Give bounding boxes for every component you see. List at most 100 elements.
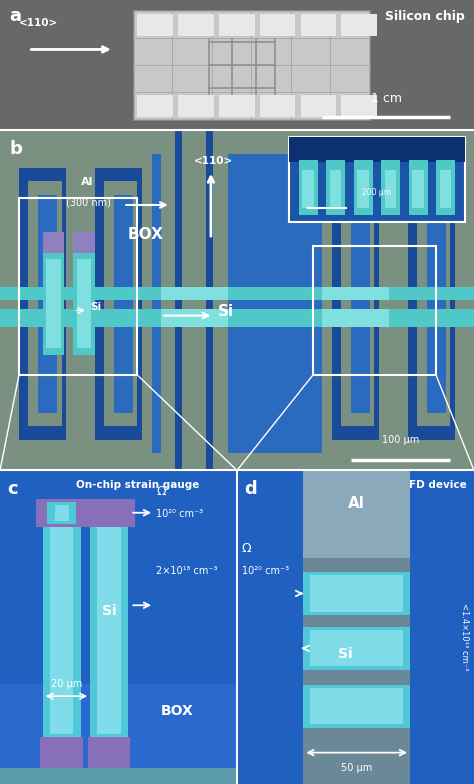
Bar bbox=[301, 14, 336, 36]
Bar bbox=[322, 309, 389, 328]
Text: a: a bbox=[9, 6, 21, 24]
Bar bbox=[332, 168, 379, 440]
Text: BOX: BOX bbox=[161, 704, 194, 718]
Bar bbox=[40, 737, 83, 768]
Bar bbox=[303, 572, 410, 615]
Bar bbox=[417, 181, 450, 426]
Bar bbox=[104, 181, 137, 426]
Bar bbox=[381, 160, 400, 215]
Text: 10²⁰ cm⁻³: 10²⁰ cm⁻³ bbox=[242, 566, 289, 576]
Bar bbox=[178, 95, 214, 117]
Text: 50 μm: 50 μm bbox=[341, 764, 372, 774]
Bar bbox=[114, 194, 133, 412]
Bar bbox=[0, 130, 474, 154]
Bar bbox=[357, 170, 369, 209]
Bar bbox=[436, 160, 455, 215]
Bar bbox=[322, 154, 389, 453]
Bar bbox=[303, 470, 410, 558]
Bar bbox=[88, 737, 130, 768]
Bar bbox=[178, 14, 214, 36]
Text: Al: Al bbox=[348, 496, 365, 511]
Text: <1.4×10¹³ cm⁻³: <1.4×10¹³ cm⁻³ bbox=[460, 603, 469, 670]
Bar bbox=[440, 170, 451, 209]
Text: 200 μm: 200 μm bbox=[362, 188, 392, 197]
Bar bbox=[219, 14, 255, 36]
Text: Si: Si bbox=[337, 647, 352, 661]
Text: <110>: <110> bbox=[19, 18, 58, 28]
Bar bbox=[0, 154, 85, 453]
Bar bbox=[175, 130, 213, 470]
Text: Silicon chip: Silicon chip bbox=[385, 10, 465, 24]
Bar bbox=[341, 14, 377, 36]
Text: On-chip strain gauge: On-chip strain gauge bbox=[76, 480, 199, 490]
Text: Si: Si bbox=[102, 604, 116, 618]
Bar bbox=[326, 160, 345, 215]
Bar bbox=[47, 502, 76, 524]
Bar bbox=[409, 160, 428, 215]
Bar bbox=[303, 685, 410, 728]
Bar bbox=[0, 453, 474, 470]
Text: Ω: Ω bbox=[242, 542, 251, 555]
Bar bbox=[28, 181, 62, 426]
Bar bbox=[310, 630, 403, 666]
Bar bbox=[354, 160, 373, 215]
Bar bbox=[19, 168, 66, 440]
Bar bbox=[330, 170, 341, 209]
Text: 10²⁰ cm⁻³: 10²⁰ cm⁻³ bbox=[156, 510, 203, 520]
Bar bbox=[36, 499, 135, 527]
Text: Al: Al bbox=[81, 176, 93, 187]
Bar bbox=[0, 309, 474, 328]
Bar bbox=[322, 287, 389, 300]
Bar bbox=[43, 232, 64, 252]
Bar bbox=[299, 160, 318, 215]
Bar bbox=[182, 130, 206, 470]
Bar bbox=[408, 168, 455, 440]
Bar bbox=[341, 181, 374, 426]
Bar bbox=[310, 575, 403, 612]
Bar bbox=[19, 198, 137, 375]
Bar bbox=[43, 508, 81, 737]
Bar bbox=[303, 627, 410, 670]
Bar bbox=[0, 684, 237, 784]
Bar bbox=[303, 470, 410, 784]
Text: FD device: FD device bbox=[409, 480, 467, 490]
Bar bbox=[389, 154, 474, 453]
Bar bbox=[137, 14, 173, 36]
Bar bbox=[77, 260, 91, 348]
Bar bbox=[0, 768, 237, 784]
Text: 20 μm: 20 μm bbox=[51, 679, 82, 689]
Bar bbox=[73, 252, 95, 354]
Bar bbox=[412, 170, 424, 209]
Text: Si: Si bbox=[218, 303, 234, 318]
Bar bbox=[341, 95, 377, 117]
Bar bbox=[301, 95, 336, 117]
Bar bbox=[95, 168, 142, 440]
Bar bbox=[73, 232, 95, 252]
Text: c: c bbox=[7, 480, 18, 498]
Bar bbox=[38, 194, 57, 412]
Bar bbox=[85, 154, 152, 453]
Bar bbox=[46, 260, 61, 348]
Text: b: b bbox=[9, 140, 22, 158]
Bar bbox=[55, 505, 69, 521]
Bar bbox=[260, 95, 295, 117]
Bar bbox=[161, 130, 228, 470]
Bar bbox=[50, 511, 73, 734]
Text: Ω: Ω bbox=[156, 485, 166, 499]
Bar bbox=[219, 95, 255, 117]
Text: BOX: BOX bbox=[128, 227, 164, 242]
Bar bbox=[161, 287, 228, 300]
Bar bbox=[260, 14, 295, 36]
Bar bbox=[289, 137, 465, 162]
Bar bbox=[385, 170, 396, 209]
Text: 2×10¹⁸ cm⁻³: 2×10¹⁸ cm⁻³ bbox=[156, 566, 218, 576]
Bar bbox=[310, 688, 403, 724]
Text: (300 nm): (300 nm) bbox=[66, 197, 111, 207]
Bar bbox=[302, 170, 314, 209]
Text: <110>: <110> bbox=[194, 156, 234, 166]
Polygon shape bbox=[133, 10, 370, 120]
Bar bbox=[43, 252, 64, 354]
Bar bbox=[161, 309, 228, 328]
Bar bbox=[313, 246, 436, 375]
Text: 1 cm: 1 cm bbox=[371, 92, 402, 104]
